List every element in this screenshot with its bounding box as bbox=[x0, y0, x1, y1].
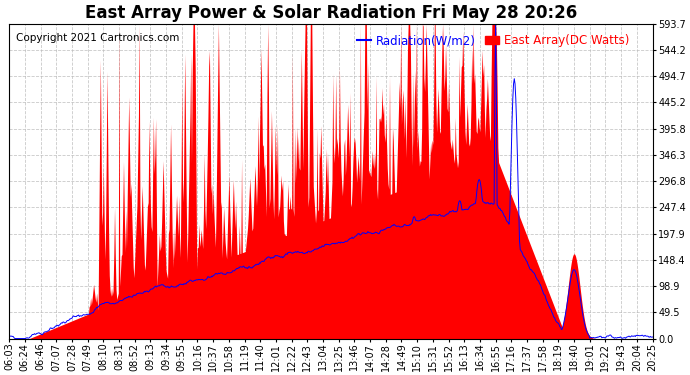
Text: Copyright 2021 Cartronics.com: Copyright 2021 Cartronics.com bbox=[16, 33, 179, 43]
Title: East Array Power & Solar Radiation Fri May 28 20:26: East Array Power & Solar Radiation Fri M… bbox=[85, 4, 577, 22]
Legend: Radiation(W/m2), East Array(DC Watts): Radiation(W/m2), East Array(DC Watts) bbox=[352, 30, 633, 52]
